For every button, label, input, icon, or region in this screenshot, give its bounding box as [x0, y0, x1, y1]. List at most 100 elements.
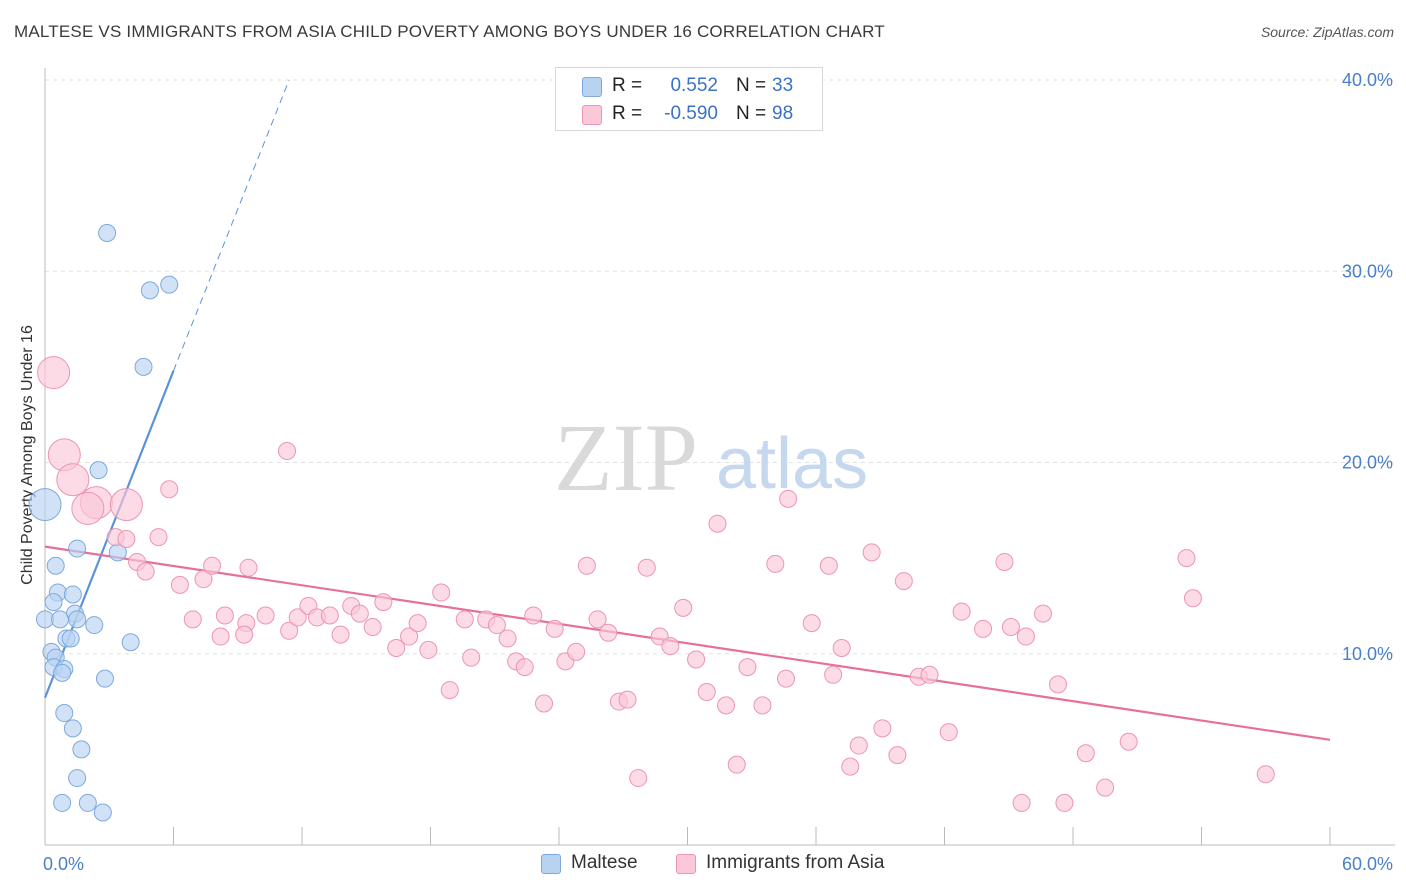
maltese-point: [121, 633, 140, 652]
watermark-zip: ZIP: [554, 404, 698, 511]
maltese-point: [50, 610, 69, 629]
asia-point: [288, 608, 307, 627]
asia-point: [239, 558, 258, 577]
asia-point: [400, 627, 419, 646]
asia-point: [56, 463, 90, 497]
y-tick-label: 40.0%: [1342, 70, 1393, 90]
asia-point: [637, 558, 656, 577]
maltese-point: [55, 704, 74, 723]
asia-point: [432, 583, 451, 602]
asia-point: [149, 528, 168, 547]
legend-n-value: 33: [772, 75, 794, 96]
watermark-atlas: atlas: [716, 424, 868, 504]
maltese-point: [95, 669, 114, 688]
asia-point: [824, 665, 843, 684]
series-legend-label: Maltese: [571, 852, 638, 873]
asia-point: [455, 610, 474, 629]
asia-point: [1177, 549, 1196, 568]
maltese-point: [134, 357, 153, 376]
asia-point: [873, 719, 892, 738]
maltese-point: [89, 461, 108, 480]
asia-point: [1001, 617, 1020, 636]
asia-point: [819, 556, 838, 575]
asia-point: [256, 606, 275, 625]
asia-point: [779, 489, 798, 508]
tick-labels: 10.0% 20.0% 30.0% 40.0% 0.0% 60.0%: [43, 70, 1393, 874]
asia-point: [170, 575, 189, 594]
asia-point: [802, 614, 821, 633]
asia-point: [235, 625, 254, 644]
maltese-point: [93, 803, 112, 822]
y-tick-label: 30.0%: [1342, 261, 1393, 281]
legend-row-asia: R = -0.590 N = 98: [556, 99, 822, 129]
asia-point: [894, 572, 913, 591]
axes: [44, 68, 1395, 846]
asia-point: [71, 491, 105, 525]
x-tick-label: 60.0%: [1342, 854, 1393, 874]
asia-point: [599, 623, 618, 642]
maltese-point: [53, 793, 72, 812]
asia-point: [588, 610, 607, 629]
asia-point: [487, 616, 506, 635]
watermark: ZIP atlas: [554, 404, 868, 511]
asia-point: [280, 621, 299, 640]
y-tick-label: 20.0%: [1342, 453, 1393, 473]
asia-point: [708, 514, 727, 533]
asia-point: [717, 696, 736, 715]
asia-point: [1183, 589, 1202, 608]
maltese-point: [63, 585, 82, 604]
asia-point: [832, 639, 851, 658]
asia-trend-line: [44, 545, 1331, 741]
maltese-point: [78, 793, 97, 812]
asia-point: [211, 627, 230, 646]
asia-point: [777, 669, 796, 688]
data-points: [28, 224, 1275, 822]
asia-point: [524, 606, 543, 625]
asia-point: [738, 658, 757, 677]
asia-point: [697, 683, 716, 701]
maltese-point: [68, 610, 87, 629]
asia-point: [1016, 627, 1035, 646]
asia-point: [674, 598, 693, 617]
asia-point: [374, 593, 393, 612]
asia-point: [920, 665, 939, 684]
asia-point: [545, 619, 564, 638]
series-swatch-asia: [676, 854, 696, 874]
stats-legend: R = 0.552 N = 33 R = -0.590 N = 98: [555, 67, 823, 131]
asia-point: [183, 610, 202, 629]
y-tick-label: 10.0%: [1342, 644, 1393, 664]
asia-point: [117, 530, 136, 548]
asia-point: [753, 696, 772, 715]
legend-row-maltese: R = 0.552 N = 33: [556, 71, 822, 101]
maltese-point: [68, 769, 87, 788]
asia-point: [363, 617, 382, 636]
chart-title: MALTESE VS IMMIGRANTS FROM ASIA CHILD PO…: [14, 22, 885, 41]
asia-point: [331, 625, 350, 644]
asia-point: [974, 619, 993, 638]
legend-r-value: -0.590: [664, 103, 718, 124]
asia-point: [841, 757, 860, 776]
asia-point: [577, 556, 596, 575]
asia-point: [766, 554, 785, 573]
asia-point: [278, 442, 297, 461]
asia-point: [37, 356, 71, 390]
asia-point: [1049, 675, 1068, 694]
asia-point: [888, 746, 907, 765]
asia-point: [939, 723, 958, 742]
maltese-point: [53, 663, 72, 682]
legend-n-label: N =: [736, 75, 767, 96]
asia-point: [109, 488, 143, 522]
maltese-point: [63, 719, 82, 738]
maltese-point: [72, 740, 91, 759]
maltese-trend-extension: [173, 79, 290, 371]
asia-point: [350, 604, 369, 623]
asia-point: [1119, 732, 1138, 751]
chart-source: Source: ZipAtlas.com: [1260, 24, 1394, 40]
x-tick-label: 0.0%: [43, 854, 84, 874]
asia-point: [408, 614, 427, 633]
asia-point: [687, 650, 706, 669]
legend-r-value: 0.552: [670, 75, 718, 96]
legend-r-label: R =: [612, 75, 643, 96]
asia-point: [1012, 793, 1031, 812]
asia-point: [194, 570, 213, 589]
